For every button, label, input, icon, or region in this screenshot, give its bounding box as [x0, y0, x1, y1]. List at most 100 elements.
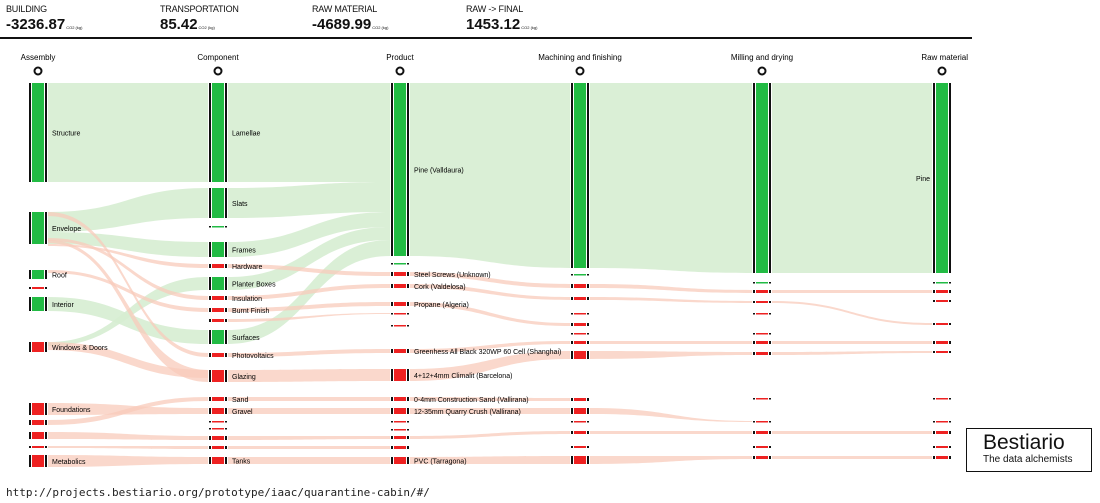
- node[interactable]: [571, 408, 589, 414]
- negative-flow[interactable]: [228, 446, 390, 449]
- node[interactable]: [209, 428, 227, 430]
- negative-flow[interactable]: [410, 302, 570, 326]
- negative-flow[interactable]: [48, 238, 208, 300]
- positive-flow[interactable]: [228, 227, 390, 290]
- node[interactable]: Structure: [29, 83, 81, 182]
- node[interactable]: [29, 446, 47, 448]
- node[interactable]: [571, 456, 589, 464]
- negative-flow[interactable]: [228, 302, 390, 312]
- negative-flow[interactable]: [410, 431, 570, 439]
- positive-flow[interactable]: [48, 83, 208, 182]
- node[interactable]: [391, 436, 409, 439]
- node[interactable]: 12-35mm Quarry Crush (Vallirana): [391, 408, 521, 416]
- negative-flow[interactable]: [590, 341, 752, 344]
- negative-flow[interactable]: [48, 397, 208, 425]
- node[interactable]: [933, 323, 951, 325]
- node[interactable]: Frames: [209, 242, 256, 257]
- negative-flow[interactable]: [410, 408, 570, 414]
- positive-flow[interactable]: [410, 83, 570, 268]
- node[interactable]: [753, 282, 771, 284]
- node[interactable]: [209, 446, 227, 449]
- bestiario-logo[interactable]: Bestiario The data alchemists: [966, 428, 1092, 472]
- node[interactable]: [571, 323, 589, 326]
- negative-flow[interactable]: [228, 349, 390, 357]
- negative-flow[interactable]: [48, 342, 208, 378]
- node[interactable]: Windows & Doors: [29, 342, 108, 352]
- negative-flow[interactable]: [590, 351, 752, 359]
- node[interactable]: [933, 421, 951, 423]
- node[interactable]: Pine (Valldaura): [391, 83, 464, 256]
- node[interactable]: [209, 319, 227, 322]
- node[interactable]: [753, 456, 771, 459]
- node[interactable]: [391, 421, 409, 423]
- negative-flow[interactable]: [410, 284, 570, 300]
- node[interactable]: [933, 290, 951, 293]
- node[interactable]: [753, 333, 771, 335]
- node[interactable]: Sand: [209, 397, 248, 404]
- negative-flow[interactable]: [590, 431, 752, 434]
- node[interactable]: [753, 421, 771, 423]
- node[interactable]: [933, 300, 951, 302]
- node[interactable]: [571, 297, 589, 300]
- node[interactable]: [571, 313, 589, 315]
- node[interactable]: [209, 226, 227, 228]
- negative-flow[interactable]: [228, 397, 390, 401]
- node[interactable]: Steel Screws (Unknown): [391, 272, 491, 279]
- node[interactable]: [933, 398, 951, 400]
- node[interactable]: [391, 313, 409, 315]
- negative-flow[interactable]: [228, 264, 390, 276]
- node[interactable]: [571, 274, 589, 276]
- negative-flow[interactable]: [410, 397, 570, 401]
- positive-flow[interactable]: [48, 188, 208, 232]
- node[interactable]: [209, 436, 227, 440]
- node[interactable]: Insulation: [209, 296, 262, 303]
- column-handle[interactable]: [575, 66, 585, 76]
- node[interactable]: Roof: [29, 270, 67, 280]
- node[interactable]: [753, 301, 771, 303]
- negative-flow[interactable]: [48, 270, 208, 312]
- column-handle[interactable]: [937, 66, 947, 76]
- node[interactable]: [571, 83, 589, 268]
- positive-flow[interactable]: [48, 297, 208, 344]
- positive-flow[interactable]: [228, 83, 390, 182]
- negative-flow[interactable]: [772, 351, 932, 355]
- column-handle[interactable]: [213, 66, 223, 76]
- node[interactable]: [753, 83, 771, 273]
- node[interactable]: [571, 431, 589, 434]
- negative-flow[interactable]: [48, 244, 208, 268]
- node[interactable]: [571, 446, 589, 448]
- negative-flow[interactable]: [410, 351, 570, 381]
- node[interactable]: Interior: [29, 297, 74, 311]
- node[interactable]: Lamellae: [209, 83, 261, 182]
- node[interactable]: [29, 420, 47, 425]
- node[interactable]: Planter Boxes: [209, 277, 276, 290]
- node[interactable]: Photovoltaics: [209, 353, 274, 360]
- node[interactable]: Burnt Finish: [209, 308, 269, 315]
- negative-flow[interactable]: [772, 341, 932, 344]
- node[interactable]: [209, 421, 227, 423]
- negative-flow[interactable]: [228, 313, 390, 322]
- node[interactable]: Pine: [916, 83, 951, 273]
- node[interactable]: [571, 341, 589, 344]
- positive-flow[interactable]: [228, 212, 390, 257]
- node[interactable]: Hardware: [209, 264, 262, 271]
- node[interactable]: Surfaces: [209, 330, 260, 344]
- node[interactable]: Glazing: [209, 370, 256, 382]
- positive-flow[interactable]: [228, 182, 390, 218]
- node[interactable]: Propane (Algeria): [391, 302, 469, 309]
- negative-flow[interactable]: [772, 456, 932, 459]
- positive-flow[interactable]: [590, 83, 752, 273]
- node[interactable]: [753, 431, 771, 434]
- node[interactable]: Gravel: [209, 408, 253, 416]
- positive-flow[interactable]: [772, 83, 932, 273]
- node[interactable]: [571, 333, 589, 335]
- column-handle[interactable]: [395, 66, 405, 76]
- positive-flow[interactable]: [48, 232, 208, 257]
- negative-flow[interactable]: [772, 431, 932, 434]
- negative-flow[interactable]: [48, 432, 208, 440]
- negative-flow[interactable]: [228, 436, 390, 440]
- node[interactable]: [29, 287, 47, 289]
- node[interactable]: Foundations: [29, 403, 91, 415]
- node[interactable]: [753, 341, 771, 344]
- column-handle[interactable]: [33, 66, 43, 76]
